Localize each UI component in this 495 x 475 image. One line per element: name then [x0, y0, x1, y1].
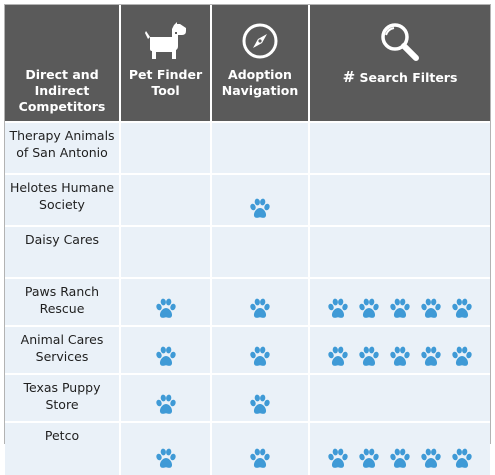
adoption-cell [211, 373, 310, 422]
search-filters-text: Search Filters [355, 70, 458, 85]
paw-icon [390, 346, 410, 366]
header-competitors: Direct and Indirect Competitors [5, 5, 121, 122]
paw-icon [250, 448, 270, 468]
table-row: Helotes Humane Society [5, 173, 490, 226]
pet-finder-cell [120, 373, 212, 422]
header-competitors-label: Direct and Indirect Competitors [18, 67, 106, 114]
paw-icon [421, 346, 441, 366]
pet-finder-cell [120, 325, 212, 374]
table-row: Animal Cares Services [5, 325, 490, 374]
dog-icon [121, 21, 210, 63]
search-filters-cell [309, 173, 490, 226]
paw-icon [359, 346, 379, 366]
paw-icon [359, 298, 379, 318]
paw-icon [421, 448, 441, 468]
paw-rating [121, 447, 210, 471]
paw-rating [310, 297, 490, 321]
table-row: Daisy Cares [5, 225, 490, 278]
paw-rating [121, 297, 210, 321]
paw-icon [250, 346, 270, 366]
paw-rating [310, 345, 490, 369]
paw-rating [310, 447, 490, 471]
search-filters-cell [309, 225, 490, 278]
comparison-table-frame: Direct and Indirect Competitors Pet Find… [4, 4, 491, 475]
competitor-name-cell: Petco [5, 421, 121, 475]
adoption-cell [211, 325, 310, 374]
competitor-name: Daisy Cares [24, 232, 100, 247]
adoption-cell [211, 173, 310, 226]
adoption-cell [211, 421, 310, 475]
paw-icon [328, 346, 348, 366]
paw-icon [155, 346, 176, 366]
adoption-cell [211, 121, 310, 174]
pet-finder-cell [120, 173, 212, 226]
search-filters-cell [309, 277, 490, 326]
table-row: Petco [5, 421, 490, 475]
paw-icon [452, 448, 472, 468]
competitor-name-cell: Texas Puppy Store [5, 373, 121, 422]
paw-icon [452, 346, 472, 366]
header-row: Direct and Indirect Competitors Pet Find… [5, 5, 490, 122]
paw-rating [121, 393, 210, 417]
header-pet-finder-label: Pet Finder Tool [128, 67, 203, 98]
competitor-name: Helotes Humane Society [9, 180, 115, 212]
pet-finder-cell [120, 225, 212, 278]
header-search-filters-label: # Search Filters [312, 69, 488, 86]
paw-rating [121, 345, 210, 369]
competitor-name: Animal Cares Services [20, 332, 104, 364]
table-row: Paws Ranch Rescue [5, 277, 490, 326]
header-search-filters: # Search Filters [309, 5, 490, 122]
competitor-name: Texas Puppy Store [23, 380, 101, 412]
paw-rating [212, 393, 308, 417]
paw-icon [421, 298, 441, 318]
adoption-cell [211, 225, 310, 278]
competitor-name: Paws Ranch Rescue [24, 284, 100, 316]
paw-icon [452, 298, 472, 318]
competitor-name: Therapy Animals of San Antonio [9, 128, 115, 160]
paw-icon [359, 448, 379, 468]
header-adoption: Adoption Navigation [211, 5, 310, 122]
pet-finder-cell [120, 121, 212, 174]
paw-icon [328, 298, 348, 318]
paw-icon [250, 198, 270, 218]
header-adoption-label: Adoption Navigation [221, 67, 299, 98]
paw-icon [250, 298, 270, 318]
paw-rating [212, 345, 308, 369]
search-icon [310, 21, 490, 63]
competitor-name-cell: Paws Ranch Rescue [5, 277, 121, 326]
paw-icon [390, 448, 410, 468]
search-filters-cell [309, 421, 490, 475]
pet-finder-cell [120, 421, 212, 475]
compass-icon [212, 21, 308, 63]
paw-icon [390, 298, 410, 318]
table-row: Therapy Animals of San Antonio [5, 121, 490, 174]
competitor-name-cell: Animal Cares Services [5, 325, 121, 374]
paw-icon [328, 448, 348, 468]
competitor-name-cell: Daisy Cares [5, 225, 121, 278]
competitor-comparison-table: Direct and Indirect Competitors Pet Find… [5, 5, 490, 475]
pet-finder-cell [120, 277, 212, 326]
paw-rating [212, 197, 308, 221]
search-filters-cell [309, 121, 490, 174]
search-filters-cell [309, 325, 490, 374]
paw-icon [155, 394, 176, 414]
competitor-name-cell: Helotes Humane Society [5, 173, 121, 226]
competitor-name: Petco [44, 428, 80, 443]
paw-icon [250, 394, 270, 414]
hash-symbol: # [342, 68, 356, 86]
paw-rating [212, 447, 308, 471]
search-filters-cell [309, 373, 490, 422]
paw-icon [155, 448, 176, 468]
paw-rating [212, 297, 308, 321]
competitor-name-cell: Therapy Animals of San Antonio [5, 121, 121, 174]
header-pet-finder: Pet Finder Tool [120, 5, 212, 122]
table-row: Texas Puppy Store [5, 373, 490, 422]
paw-icon [155, 298, 176, 318]
adoption-cell [211, 277, 310, 326]
